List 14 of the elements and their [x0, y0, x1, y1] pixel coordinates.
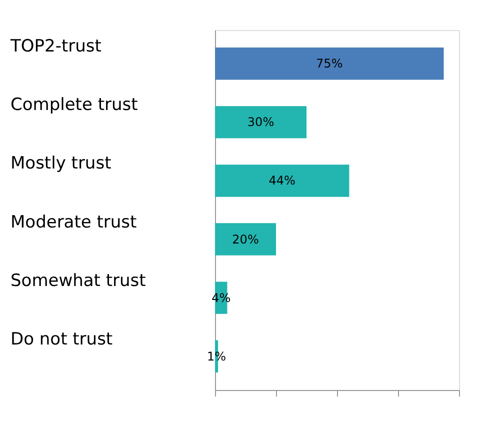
data-label: 20%	[232, 232, 259, 246]
data-label: 30%	[247, 115, 274, 130]
y-tick-label: Mostly trust	[10, 154, 112, 174]
bar	[215, 164, 350, 197]
data-label: 75%	[316, 56, 343, 71]
bar	[215, 106, 306, 138]
y-tick-label: TOP2-trust	[10, 36, 102, 57]
y-tick-label: Complete trust	[10, 95, 138, 116]
y-tick-label: Do not trust	[10, 329, 113, 350]
y-tick-label: Somewhat trust	[10, 270, 146, 291]
bar	[215, 223, 276, 256]
bar	[215, 48, 444, 80]
data-label: 44%	[268, 174, 296, 188]
y-tick-label: Moderate trust	[10, 212, 138, 232]
